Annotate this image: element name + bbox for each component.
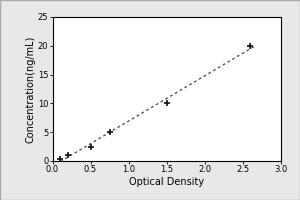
Y-axis label: Concentration(ng/mL): Concentration(ng/mL): [25, 35, 35, 143]
X-axis label: Optical Density: Optical Density: [129, 177, 204, 187]
